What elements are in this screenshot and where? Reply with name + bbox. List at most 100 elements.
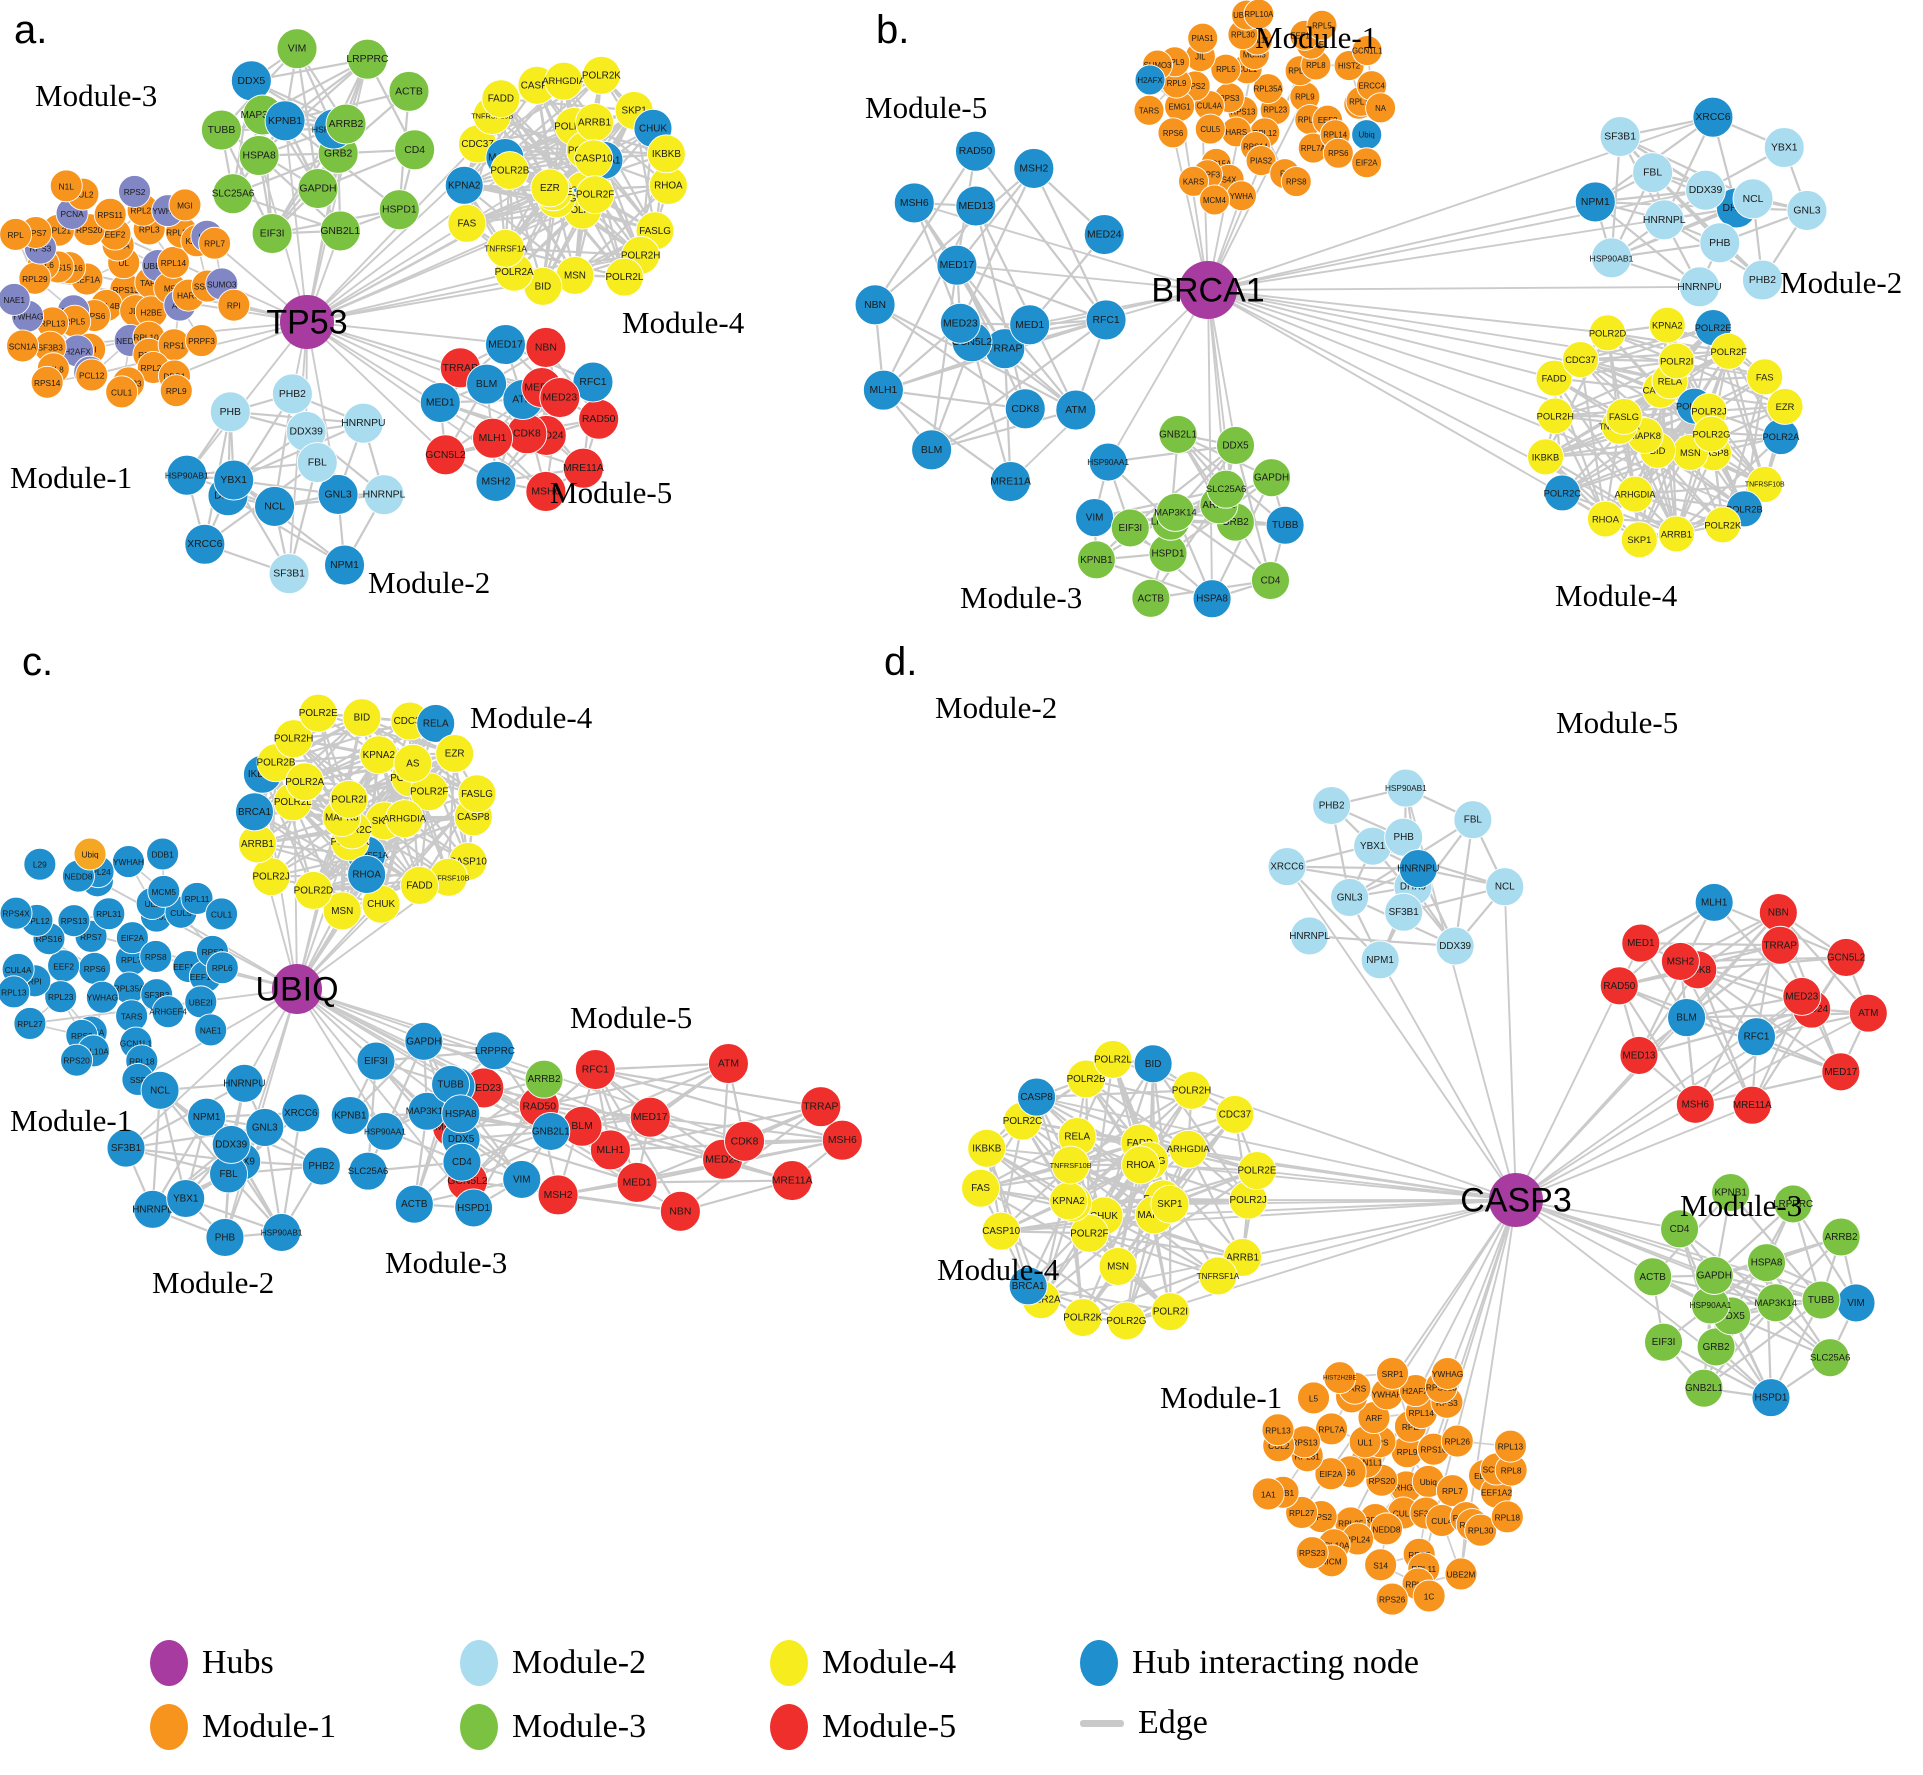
module-node[interactable]: POLR2A bbox=[495, 252, 534, 292]
module-node[interactable]: MED24 bbox=[525, 414, 567, 456]
module-node[interactable]: NA bbox=[1365, 92, 1397, 124]
module-node[interactable]: TRRAP bbox=[800, 1086, 842, 1128]
module-node[interactable]: MED24 bbox=[1083, 214, 1125, 256]
node-circle[interactable] bbox=[1399, 1374, 1432, 1408]
node-circle[interactable] bbox=[1158, 414, 1198, 454]
module-node[interactable]: RFC1 bbox=[572, 361, 614, 403]
node-circle[interactable] bbox=[1252, 458, 1291, 498]
module-node[interactable]: CASP10 bbox=[574, 139, 614, 179]
node-circle[interactable] bbox=[1792, 989, 1832, 1029]
node-circle[interactable] bbox=[1678, 950, 1718, 990]
node-circle[interactable] bbox=[425, 434, 466, 476]
node-circle[interactable] bbox=[1289, 81, 1321, 113]
module-node[interactable]: RHOA bbox=[1121, 1145, 1161, 1185]
module-node[interactable]: S6 bbox=[1333, 1455, 1367, 1489]
node-circle[interactable] bbox=[1679, 266, 1720, 308]
node-circle[interactable] bbox=[1231, 53, 1263, 85]
node-circle[interactable] bbox=[1227, 19, 1259, 51]
node-circle[interactable] bbox=[1760, 925, 1800, 965]
node-circle[interactable] bbox=[1223, 1238, 1262, 1277]
module-node[interactable]: RELA bbox=[416, 703, 456, 743]
module-node[interactable]: ACTB bbox=[1633, 1257, 1673, 1297]
node-circle[interactable] bbox=[11, 299, 45, 333]
node-circle[interactable] bbox=[635, 211, 675, 251]
module-node[interactable]: RPS11 bbox=[93, 197, 127, 231]
node-circle[interactable] bbox=[66, 177, 100, 211]
module-node[interactable]: RPL14 bbox=[1319, 119, 1351, 151]
module-node[interactable]: DDX5 bbox=[230, 60, 272, 102]
node-circle[interactable] bbox=[1098, 1246, 1138, 1286]
node-circle[interactable] bbox=[390, 701, 430, 741]
node-circle[interactable] bbox=[190, 219, 224, 253]
module-node[interactable]: POLR2J bbox=[1690, 392, 1728, 430]
module-node[interactable]: ACTB bbox=[1131, 578, 1171, 618]
node-circle[interactable] bbox=[1349, 1445, 1383, 1479]
module-node[interactable]: RPL bbox=[0, 217, 33, 251]
node-circle[interactable] bbox=[1402, 1537, 1436, 1571]
module-node[interactable]: RPS20 bbox=[1365, 1463, 1399, 1497]
node-circle[interactable] bbox=[60, 1043, 94, 1077]
node-circle[interactable] bbox=[407, 1091, 447, 1131]
module-node[interactable]: EIF3I bbox=[251, 213, 293, 255]
node-circle[interactable] bbox=[136, 350, 170, 384]
module-node[interactable]: HSP90AA1 bbox=[312, 108, 356, 150]
module-node[interactable]: S4X bbox=[1213, 163, 1245, 195]
node-circle[interactable] bbox=[47, 949, 81, 983]
node-circle[interactable] bbox=[555, 255, 595, 295]
node-circle[interactable] bbox=[629, 1096, 671, 1138]
module-node[interactable]: POLR2A bbox=[285, 762, 325, 802]
module-node[interactable]: NPM1 bbox=[1360, 940, 1400, 980]
node-circle[interactable] bbox=[1335, 1380, 1369, 1414]
module-node[interactable]: GCN5L2 bbox=[1826, 938, 1866, 977]
module-node[interactable]: POLR2I bbox=[1150, 1292, 1190, 1332]
node-circle[interactable] bbox=[187, 1097, 227, 1137]
module-node[interactable]: RPI bbox=[18, 964, 52, 998]
node-circle[interactable] bbox=[212, 173, 254, 215]
node-circle[interactable] bbox=[74, 1015, 108, 1049]
module-node[interactable]: RAD50 bbox=[955, 130, 996, 172]
module-node[interactable]: EEF2 bbox=[1468, 1459, 1501, 1493]
node-circle[interactable] bbox=[36, 352, 70, 386]
module-node[interactable]: RPL12 bbox=[20, 903, 54, 937]
node-circle[interactable] bbox=[1150, 1292, 1190, 1332]
node-circle[interactable] bbox=[1435, 926, 1475, 966]
node-circle[interactable] bbox=[1384, 817, 1424, 857]
node-circle[interactable] bbox=[562, 190, 602, 230]
node-circle[interactable] bbox=[361, 884, 401, 924]
module-node[interactable]: MED13 bbox=[955, 185, 997, 227]
node-circle[interactable] bbox=[172, 278, 205, 312]
module-node[interactable]: GRB2 bbox=[1215, 502, 1255, 542]
module-node[interactable]: PL bbox=[1269, 158, 1301, 190]
node-circle[interactable] bbox=[1194, 113, 1226, 145]
module-node[interactable]: TNFRSF1A bbox=[1599, 407, 1640, 445]
node-circle[interactable] bbox=[1155, 492, 1195, 532]
module-node[interactable]: UBE2M bbox=[1444, 1557, 1478, 1591]
node-circle[interactable] bbox=[1148, 533, 1188, 573]
node-circle[interactable] bbox=[243, 754, 282, 794]
module-node[interactable]: ACTB bbox=[394, 1184, 434, 1224]
module-node[interactable]: UBE2I bbox=[184, 985, 218, 1019]
module-node[interactable]: MAPK8 bbox=[1626, 417, 1664, 454]
module-node[interactable]: ARRB1 bbox=[238, 824, 277, 864]
node-circle[interactable] bbox=[330, 822, 370, 862]
node-circle[interactable] bbox=[1297, 132, 1329, 164]
node-circle[interactable] bbox=[184, 985, 218, 1019]
module-node[interactable]: RPL18 bbox=[1490, 1500, 1524, 1534]
node-circle[interactable] bbox=[574, 1049, 616, 1091]
module-node[interactable]: RPL14 bbox=[156, 245, 190, 279]
node-circle[interactable] bbox=[1407, 1552, 1441, 1586]
node-circle[interactable] bbox=[134, 266, 168, 300]
node-circle[interactable] bbox=[365, 1111, 405, 1151]
module-node[interactable]: ARRB2 bbox=[524, 1059, 564, 1099]
node-circle[interactable] bbox=[1574, 181, 1616, 223]
node-circle[interactable] bbox=[454, 1188, 494, 1228]
module-node[interactable]: RPL14 bbox=[1404, 1396, 1438, 1430]
node-circle[interactable] bbox=[1633, 1257, 1673, 1297]
node-circle[interactable] bbox=[531, 1111, 571, 1151]
node-circle[interactable] bbox=[1424, 1370, 1458, 1404]
module-node[interactable]: RHOA bbox=[1587, 500, 1624, 538]
module-node[interactable]: RPS6 bbox=[78, 951, 112, 985]
node-circle[interactable] bbox=[955, 130, 996, 172]
module-node[interactable]: HSPD1 bbox=[1148, 533, 1188, 573]
node-circle[interactable] bbox=[1370, 1512, 1403, 1546]
